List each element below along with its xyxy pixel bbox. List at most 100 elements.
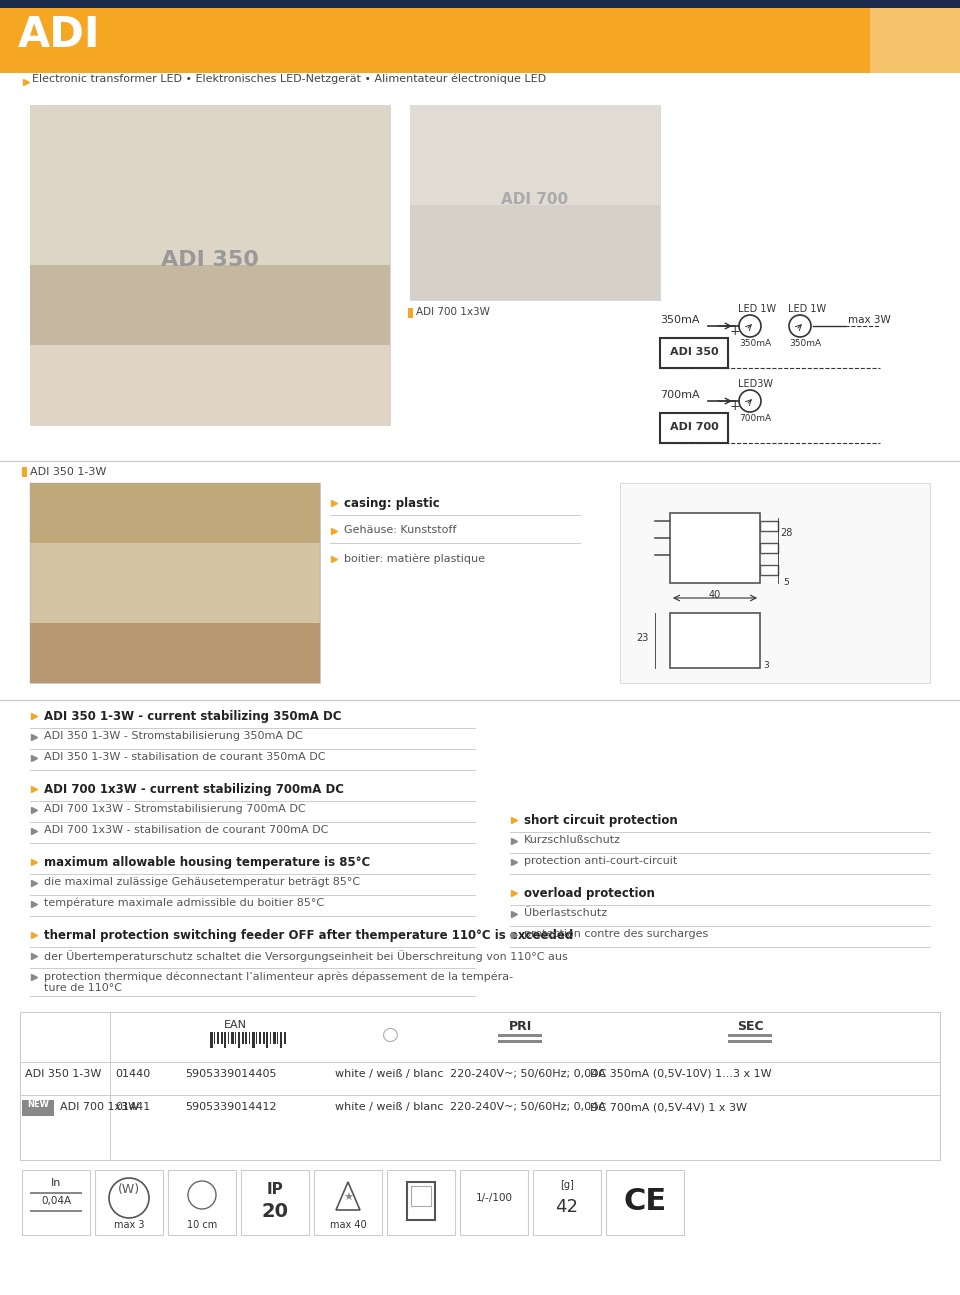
Text: boitier: matière plastique: boitier: matière plastique <box>344 553 485 563</box>
Bar <box>30 344 390 425</box>
Text: ADI 350 1-3W - stabilisation de courant 350mA DC: ADI 350 1-3W - stabilisation de courant … <box>44 752 325 761</box>
Text: max 40: max 40 <box>329 1220 367 1230</box>
Bar <box>273 1032 276 1044</box>
Text: white / weiß / blanc: white / weiß / blanc <box>335 1068 444 1079</box>
Bar <box>760 543 778 553</box>
Bar <box>252 1032 254 1048</box>
Text: ○: ○ <box>381 1026 398 1044</box>
Bar <box>283 1032 286 1044</box>
Bar <box>270 1032 271 1044</box>
Text: ADI 350: ADI 350 <box>670 347 718 357</box>
Bar <box>498 1033 542 1037</box>
Bar <box>0 960 960 1015</box>
Bar <box>0 0 960 8</box>
Bar <box>314 1169 382 1235</box>
Text: thermal protection switching feeder OFF after themperature 110°C is exceeded: thermal protection switching feeder OFF … <box>44 929 573 941</box>
Bar <box>231 1032 233 1044</box>
Text: SEC: SEC <box>736 1020 763 1033</box>
Bar <box>660 413 728 443</box>
Bar <box>95 1169 163 1235</box>
Text: ADI 350 1-3W - Stromstabilisierung 350mA DC: ADI 350 1-3W - Stromstabilisierung 350mA… <box>44 730 302 741</box>
Text: ADI 700 1x3W: ADI 700 1x3W <box>60 1102 139 1112</box>
Text: ADI 700 1x3W: ADI 700 1x3W <box>416 307 490 317</box>
Text: 28: 28 <box>780 528 792 537</box>
Text: [g]: [g] <box>560 1180 574 1190</box>
Bar <box>30 483 320 682</box>
Bar <box>221 1032 223 1044</box>
Text: 350mA: 350mA <box>739 339 771 348</box>
Text: Kurzschlußschutz: Kurzschlußschutz <box>524 835 621 846</box>
Text: NEW: NEW <box>27 1099 49 1109</box>
Text: die maximal zulässige Gehäusetemperatur beträgt 85°C: die maximal zulässige Gehäusetemperatur … <box>44 877 360 887</box>
Bar <box>498 1040 542 1042</box>
Text: white / weiß / blanc: white / weiß / blanc <box>335 1102 444 1112</box>
Bar <box>408 308 413 319</box>
Text: LED 1W: LED 1W <box>788 304 827 313</box>
Bar <box>30 483 320 543</box>
Bar <box>217 1032 219 1044</box>
Text: 700mA: 700mA <box>739 414 771 423</box>
Text: 5905339014412: 5905339014412 <box>185 1102 276 1112</box>
Text: protection thermique déconnectant l’alimenteur après dépassement de la tempéra-
: protection thermique déconnectant l’alim… <box>44 971 514 993</box>
Text: ADI 700: ADI 700 <box>670 422 718 433</box>
Bar <box>410 205 660 300</box>
Bar <box>30 1191 82 1194</box>
Text: 23: 23 <box>636 633 648 644</box>
Bar <box>30 105 390 425</box>
Bar <box>242 1032 244 1044</box>
Bar <box>411 1186 431 1206</box>
Bar <box>0 91 960 461</box>
Text: ★: ★ <box>343 1193 353 1203</box>
Text: 10 cm: 10 cm <box>187 1220 217 1230</box>
Text: ADI 700 1x3W - current stabilizing 700mA DC: ADI 700 1x3W - current stabilizing 700mA… <box>44 783 344 796</box>
Bar <box>224 1032 226 1048</box>
Bar <box>22 1169 90 1235</box>
Text: +: + <box>730 400 740 413</box>
Bar <box>460 1169 528 1235</box>
Bar <box>387 1169 455 1235</box>
Bar <box>280 1032 281 1048</box>
Bar <box>255 1032 257 1044</box>
Bar <box>30 1210 82 1212</box>
Bar <box>410 105 660 205</box>
Bar <box>241 1169 309 1235</box>
Text: PRI: PRI <box>509 1020 532 1033</box>
Text: casing: plastic: casing: plastic <box>344 497 440 510</box>
Text: ADI 350 1-3W: ADI 350 1-3W <box>30 467 107 477</box>
Bar <box>30 483 320 682</box>
Text: protection anti-court-circuit: protection anti-court-circuit <box>524 856 677 866</box>
Bar <box>30 623 320 682</box>
Text: 01440: 01440 <box>115 1068 151 1079</box>
Bar <box>410 105 660 300</box>
Bar <box>728 1040 772 1042</box>
Bar <box>266 1032 268 1048</box>
Text: ADI: ADI <box>18 14 101 56</box>
Bar <box>20 1011 940 1160</box>
Text: 3: 3 <box>763 660 769 670</box>
Bar <box>0 8 870 73</box>
Bar <box>262 1032 265 1044</box>
Text: 5905339014405: 5905339014405 <box>185 1068 276 1079</box>
Text: 40: 40 <box>708 591 721 600</box>
Text: 0,04A: 0,04A <box>41 1197 71 1206</box>
Text: ADI 700 1x3W - Stromstabilisierung 700mA DC: ADI 700 1x3W - Stromstabilisierung 700mA… <box>44 804 305 815</box>
Text: CE: CE <box>623 1188 666 1216</box>
Text: ADI 700: ADI 700 <box>501 193 568 207</box>
Text: Gehäuse: Kunststoff: Gehäuse: Kunststoff <box>344 524 456 535</box>
Text: 1/-/100: 1/-/100 <box>475 1193 513 1203</box>
Bar <box>660 338 728 368</box>
Text: 5: 5 <box>783 578 789 587</box>
Bar <box>670 513 760 583</box>
Text: ADI 350 1-3W - current stabilizing 350mA DC: ADI 350 1-3W - current stabilizing 350mA… <box>44 710 342 723</box>
Bar <box>22 467 27 477</box>
Bar <box>259 1032 260 1044</box>
Text: EAN: EAN <box>224 1020 247 1030</box>
Bar <box>606 1169 684 1235</box>
Bar <box>30 265 390 344</box>
Bar <box>0 73 960 91</box>
Bar <box>228 1032 229 1044</box>
Bar <box>30 105 390 265</box>
Text: DC 350mA (0,5V-10V) 1...3 x 1W: DC 350mA (0,5V-10V) 1...3 x 1W <box>590 1068 772 1079</box>
Text: 20: 20 <box>261 1202 289 1221</box>
Bar <box>407 1182 435 1220</box>
